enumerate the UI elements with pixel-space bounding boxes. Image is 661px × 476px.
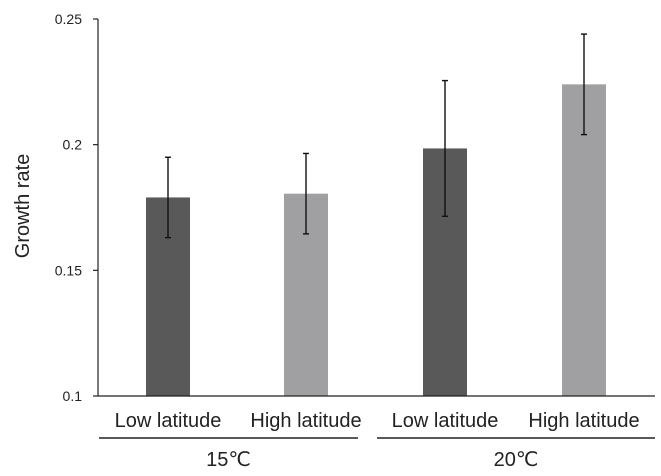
y-tick-label: 0.25 (55, 11, 82, 27)
y-tick-label: 0.2 (63, 137, 83, 153)
group-label: 20℃ (494, 449, 539, 471)
category-label: High latitude (528, 410, 639, 432)
y-tick-label: 0.1 (63, 388, 83, 404)
group-label: 15℃ (206, 449, 251, 471)
category-label: Low latitude (392, 410, 499, 432)
labels-layer: Low latitude High latitude Low latitude Hig… (99, 410, 655, 471)
category-label: High latitude (250, 410, 361, 432)
bars-layer (146, 84, 606, 396)
error-bars-layer (165, 33, 587, 239)
bar (562, 84, 606, 396)
category-label: Low latitude (115, 410, 222, 432)
y-axis-title: Growth rate (12, 154, 34, 258)
y-tick-label: 0.15 (55, 262, 82, 278)
axis-layer: 0.1 0.15 0.2 0.25 (55, 11, 655, 404)
